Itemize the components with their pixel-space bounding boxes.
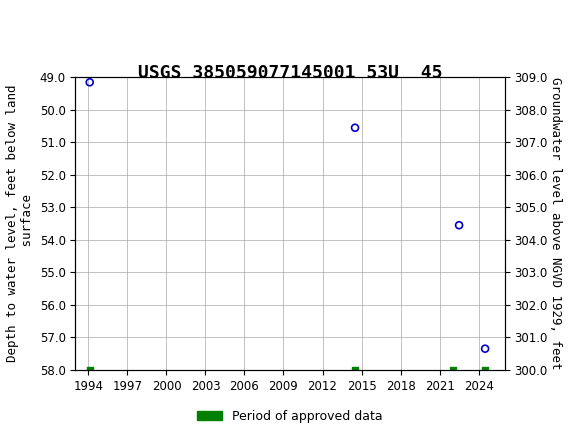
Point [455, 222, 464, 229]
FancyBboxPatch shape [3, 5, 43, 46]
Text: USGS: USGS [3, 16, 81, 36]
Point [85, 79, 95, 86]
Point [480, 366, 490, 373]
Legend: Period of approved data: Period of approved data [192, 405, 388, 428]
Point [350, 124, 360, 131]
Point [480, 345, 490, 352]
Text: ≡USGS: ≡USGS [6, 16, 72, 36]
Point [448, 366, 457, 373]
Y-axis label: Groundwater level above NGVD 1929, feet: Groundwater level above NGVD 1929, feet [549, 77, 561, 370]
Y-axis label: Depth to water level, feet below land
 surface: Depth to water level, feet below land su… [6, 85, 34, 362]
Point [85, 366, 95, 373]
Text: USGS 385059077145001 53U  45: USGS 385059077145001 53U 45 [138, 64, 442, 82]
Point [350, 366, 360, 373]
